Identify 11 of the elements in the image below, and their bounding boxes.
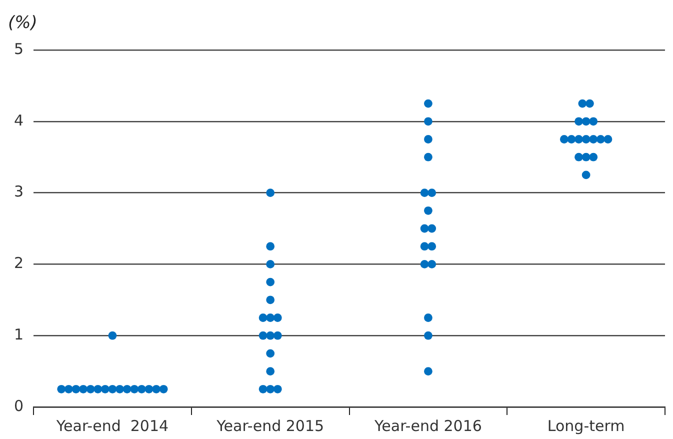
x-tick-label: Long-term (547, 416, 625, 435)
y-tick-label: 3 (14, 182, 24, 201)
y-tick-label: 0 (14, 396, 24, 415)
y-tick-label: 1 (14, 325, 24, 344)
x-tick-label: Year-end 2015 (216, 416, 324, 435)
y-tick-label: 4 (14, 111, 24, 130)
y-tick-label: 5 (14, 40, 24, 58)
y-tick-label: 2 (14, 254, 24, 272)
x-tick-label: Year-end 2014 (55, 416, 169, 435)
x-tick-label: Year-end 2016 (373, 416, 482, 435)
y-axis-title: (%) (8, 13, 38, 33)
